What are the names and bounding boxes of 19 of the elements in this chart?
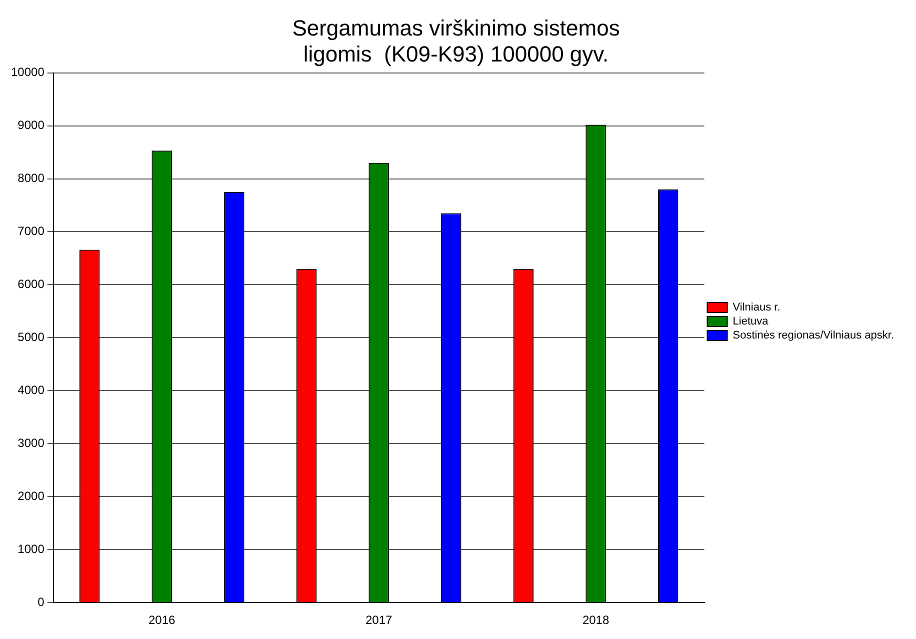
legend-label: Vilniaus r. [732,302,780,314]
y-tick-label: 9000 [18,118,45,132]
x-tick-label: 2016 [148,613,176,628]
y-tick-label: 4000 [18,382,45,397]
text: ligomis (K09-K93) 100000 gyv. [303,42,609,67]
legend-label: Lietuva [732,316,770,328]
y-tick-label: 7000 [18,224,45,238]
legend-label: Sostinės regionas/Vilniaus apskr. [732,330,894,342]
y-tick-label: 3000 [18,436,45,450]
x-tick-label: 2017 [365,613,392,628]
y-tick-label: 1000 [18,542,45,556]
y-tick-label: 8000 [18,171,45,186]
y-tick-label: 0 [38,594,45,609]
x-tick-label: 2018 [582,613,610,628]
y-tick-label: 10000 [10,65,45,80]
y-tick-label: 6000 [18,277,45,292]
text: Sergamumas virškinimo sistemos [292,15,620,40]
y-tick-label: 2000 [18,488,45,503]
y-tick-label: 5000 [18,330,45,344]
